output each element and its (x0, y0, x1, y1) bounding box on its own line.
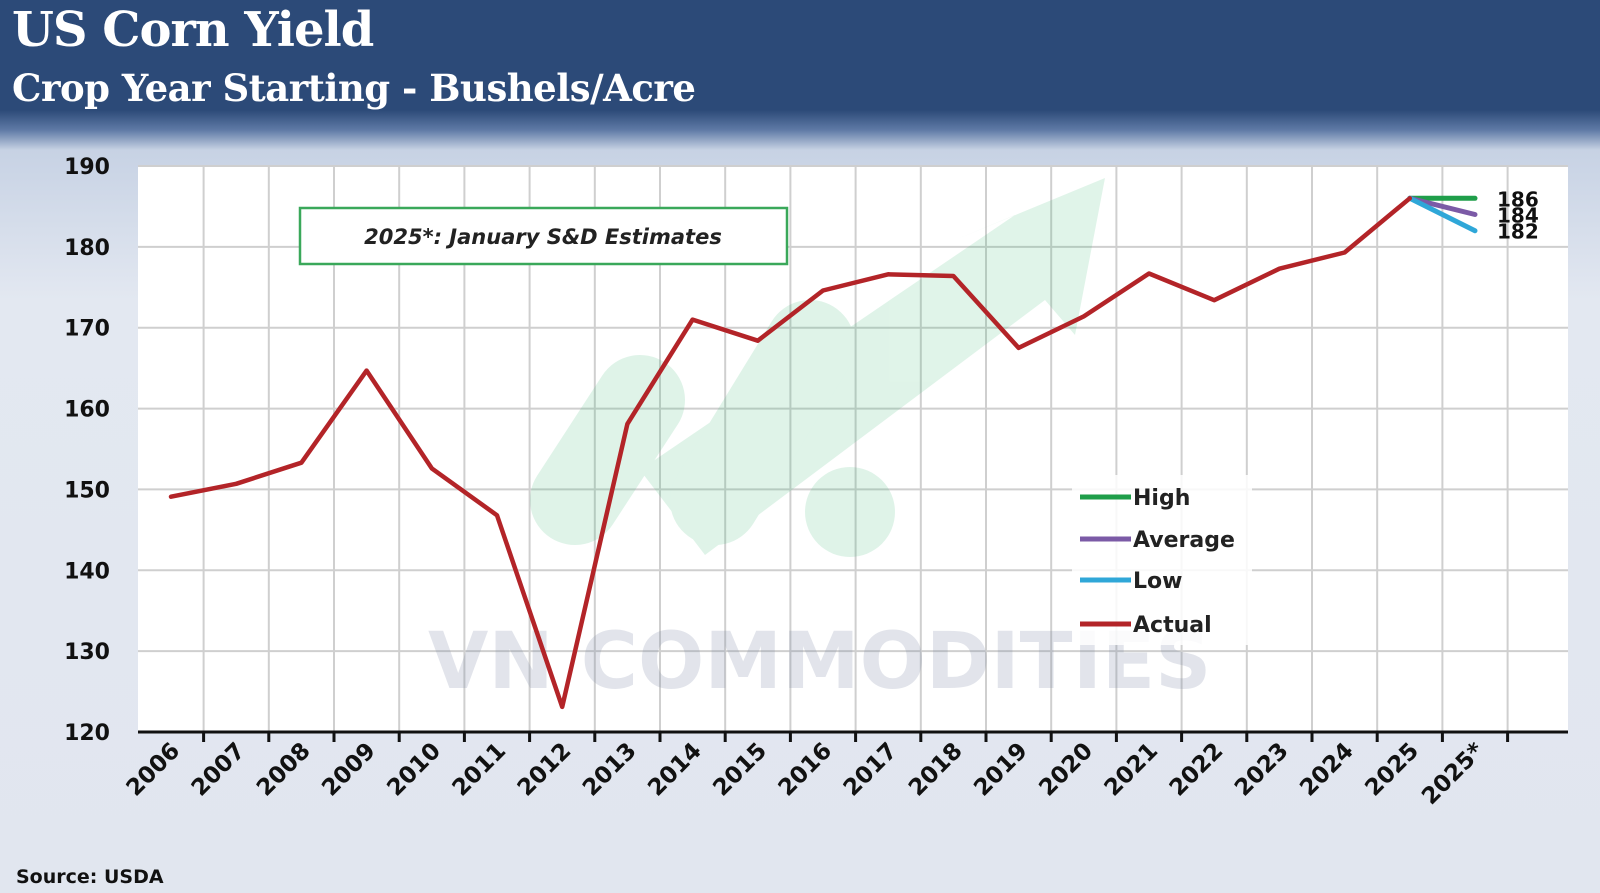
y-tick-label: 190 (64, 155, 110, 180)
x-tick-label: 2016 (774, 738, 838, 802)
legend-label-average: Average (1133, 528, 1235, 553)
x-tick-label: 2012 (513, 738, 577, 802)
x-tick-label: 2024 (1295, 738, 1359, 802)
x-tick-label: 2023 (1230, 738, 1294, 802)
x-tick-label: 2013 (578, 738, 642, 802)
grid (138, 165, 1568, 733)
x-tick-label: 2017 (839, 738, 903, 802)
series-line-low (1407, 195, 1478, 234)
watermark-stroke-1 (530, 355, 685, 545)
x-tick-label: 2022 (1165, 738, 1229, 802)
annotation-text: 2025*: January S&D Estimates (364, 225, 722, 249)
legend-label-actual: Actual (1133, 613, 1212, 638)
legend: High Average Low Actual (1072, 475, 1252, 645)
watermark-logo (530, 178, 1105, 557)
source-note: Source: USDA (16, 866, 164, 888)
x-tick-label: 2025 (1360, 738, 1424, 802)
watermark-stroke-2 (670, 300, 855, 545)
end-label: 186 (1497, 187, 1539, 211)
watermark-arrow-icon (640, 178, 1105, 555)
x-tick-label: 2025* (1417, 738, 1489, 810)
annotation-frame (298, 206, 789, 266)
series-lines (168, 195, 1478, 710)
x-tick-label: 2021 (1100, 738, 1164, 802)
end-label: 182 (1497, 220, 1539, 244)
x-tick-label: 2009 (317, 738, 381, 802)
y-tick-label: 180 (64, 236, 110, 261)
x-tick-label: 2008 (252, 738, 316, 802)
x-tick-label: 2011 (448, 738, 512, 802)
legend-label-high: High (1133, 486, 1190, 511)
x-axis-ticks: 2006 2007 2008 2009 2010 2011 2012 2013 2014 2015… (122, 732, 1510, 810)
x-tick-label: 2020 (1034, 738, 1098, 802)
legend-label-low: Low (1133, 569, 1182, 594)
y-tick-label: 150 (64, 478, 110, 503)
y-tick-label: 160 (64, 398, 110, 423)
end-label: 184 (1497, 204, 1539, 228)
legend-box (1072, 475, 1252, 645)
x-tick-label: 2010 (382, 738, 446, 802)
x-tick-label: 2014 (643, 738, 707, 802)
y-tick-label: 120 (64, 721, 110, 746)
watermark-dot (805, 467, 895, 557)
chart-header: US Corn Yield Crop Year Starting - Bushe… (0, 0, 1600, 118)
x-tick-label: 2006 (122, 738, 186, 802)
y-tick-label: 130 (64, 640, 110, 665)
x-tick-label: 2019 (969, 738, 1033, 802)
x-tick-label: 2018 (904, 738, 968, 802)
series-line-actual (168, 196, 1413, 710)
y-tick-label: 140 (64, 559, 110, 584)
chart-title: US Corn Yield (12, 2, 374, 58)
chart-subtitle: Crop Year Starting - Bushels/Acre (12, 66, 696, 110)
x-tick-label: 2015 (708, 738, 772, 802)
annotation-box: 2025*: January S&D Estimates (298, 206, 789, 266)
y-tick-label: 170 (64, 317, 110, 342)
x-tick-label: 2007 (187, 738, 251, 802)
y-axis-ticks: 120 130 140 150 160 170 180 190 (64, 155, 110, 746)
